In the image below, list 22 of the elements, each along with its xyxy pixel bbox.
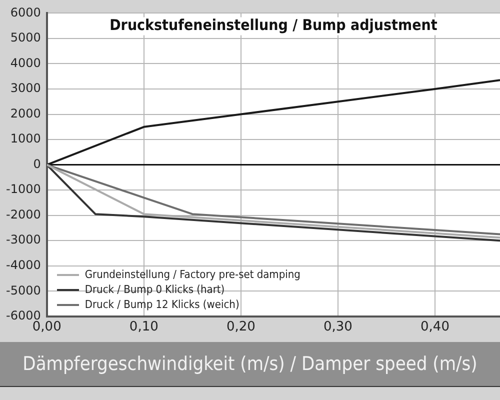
x-tick-label: 0,10 — [129, 320, 158, 335]
y-tick-label: 3000 — [10, 81, 41, 96]
legend-label: Druck / Bump 0 Klicks (hart) — [84, 282, 225, 298]
x-tick-label: 0,40 — [420, 320, 450, 335]
legend-label: Grundeinstellung / Factory pre-set damping — [84, 267, 300, 282]
y-tick-label: 2000 — [10, 106, 41, 120]
y-tick-label: 1000 — [10, 132, 41, 146]
x-tick-label: 0,30 — [323, 320, 352, 335]
y-tick-label: 6000 — [10, 5, 41, 20]
legend-label: Druck / Bump 12 Klicks (weich) — [84, 297, 240, 312]
y-tick-label: 4000 — [10, 56, 41, 70]
x-tick-label: 0,00 — [32, 320, 62, 335]
y-tick-label: -1000 — [6, 182, 41, 196]
y-tick-label: 5000 — [10, 30, 41, 45]
y-tick-label: -4000 — [6, 258, 41, 272]
y-tick-label: -5000 — [6, 283, 41, 298]
y-tick-label: 0 — [33, 156, 41, 171]
y-tick-label: -3000 — [6, 232, 41, 247]
chart-title: Druckstufeneinstellung / Bump adjustment — [110, 16, 438, 34]
x-axis-title: Dämpfergeschwindigkeit (m/s) / Damper speed (m/s) — [0, 342, 500, 387]
x-tick-label: 0,20 — [226, 320, 256, 335]
y-tick-label: -2000 — [6, 207, 41, 222]
